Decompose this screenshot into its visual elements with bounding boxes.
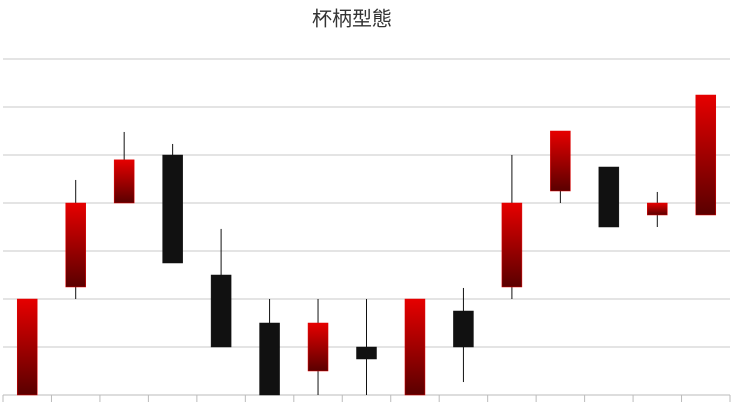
candle-body xyxy=(356,346,377,360)
candle-body xyxy=(307,322,329,372)
candle-body xyxy=(550,130,571,192)
candle-body xyxy=(598,166,620,228)
candle-body xyxy=(162,154,183,264)
candle-body xyxy=(113,159,135,204)
candle-body xyxy=(453,310,474,348)
candle-body xyxy=(647,202,668,216)
chart-title: 杯柄型態 xyxy=(312,7,392,31)
candle-body xyxy=(259,322,280,396)
candle-body xyxy=(695,94,717,216)
candle-body xyxy=(16,298,38,396)
candle-body xyxy=(501,202,523,288)
candle-body xyxy=(210,274,232,348)
candle-body xyxy=(65,202,86,288)
candle-body xyxy=(404,298,426,396)
